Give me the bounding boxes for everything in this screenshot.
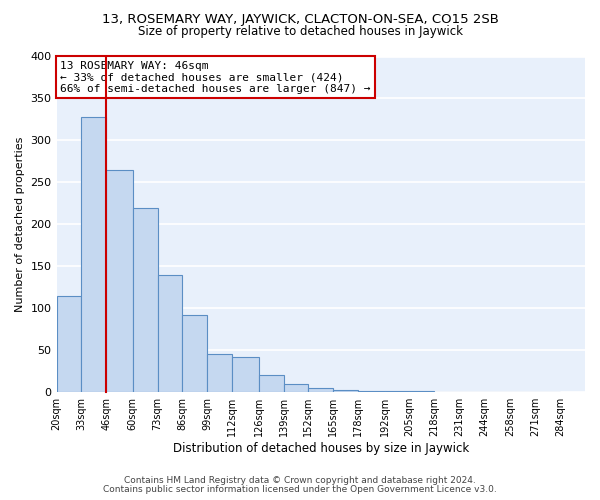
Bar <box>56 296 82 392</box>
Bar <box>82 117 106 392</box>
Text: Size of property relative to detached houses in Jaywick: Size of property relative to detached ho… <box>137 25 463 38</box>
Bar <box>232 357 259 392</box>
Bar <box>284 384 308 392</box>
Text: Contains HM Land Registry data © Crown copyright and database right 2024.: Contains HM Land Registry data © Crown c… <box>124 476 476 485</box>
Bar <box>308 388 333 392</box>
Bar <box>158 274 182 392</box>
Text: Contains public sector information licensed under the Open Government Licence v3: Contains public sector information licen… <box>103 485 497 494</box>
Bar <box>106 170 133 392</box>
Bar <box>207 354 232 392</box>
Bar <box>259 376 284 392</box>
Bar <box>133 208 158 392</box>
Text: 13, ROSEMARY WAY, JAYWICK, CLACTON-ON-SEA, CO15 2SB: 13, ROSEMARY WAY, JAYWICK, CLACTON-ON-SE… <box>101 12 499 26</box>
Bar <box>333 390 358 392</box>
Y-axis label: Number of detached properties: Number of detached properties <box>15 136 25 312</box>
X-axis label: Distribution of detached houses by size in Jaywick: Distribution of detached houses by size … <box>173 442 469 455</box>
Bar <box>358 390 385 392</box>
Text: 13 ROSEMARY WAY: 46sqm
← 33% of detached houses are smaller (424)
66% of semi-de: 13 ROSEMARY WAY: 46sqm ← 33% of detached… <box>61 60 371 94</box>
Bar <box>182 315 207 392</box>
